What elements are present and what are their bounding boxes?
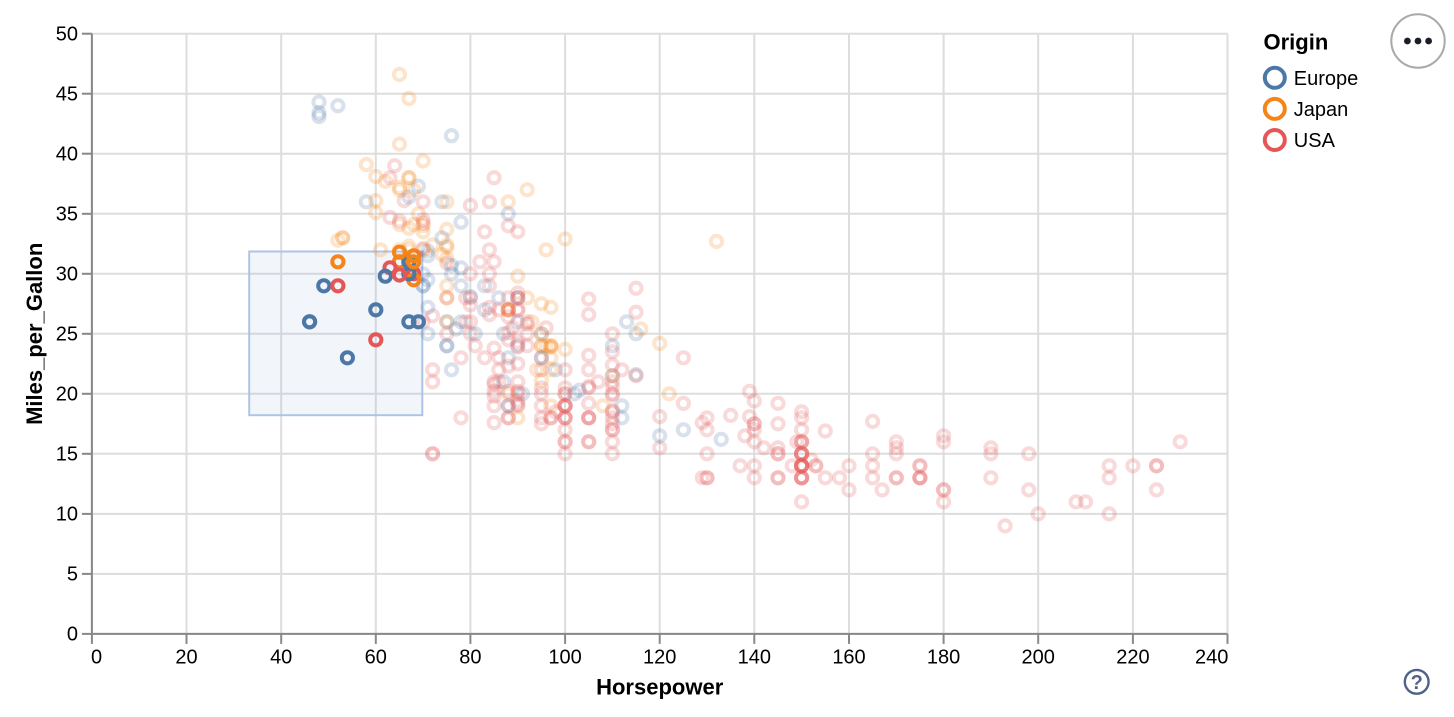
svg-text:160: 160 [832, 647, 865, 669]
svg-text:Origin: Origin [1264, 29, 1329, 54]
svg-text:25: 25 [56, 324, 78, 346]
svg-text:240: 240 [1195, 647, 1228, 669]
svg-text:180: 180 [927, 647, 960, 669]
svg-text:80: 80 [459, 647, 481, 669]
svg-text:5: 5 [67, 564, 78, 586]
svg-text:0: 0 [67, 624, 78, 646]
svg-text:10: 10 [56, 504, 78, 526]
svg-text:220: 220 [1116, 647, 1149, 669]
svg-text:20: 20 [175, 647, 197, 669]
svg-text:45: 45 [56, 84, 78, 106]
svg-text:30: 30 [56, 264, 78, 286]
svg-text:60: 60 [365, 647, 387, 669]
svg-text:USA: USA [1294, 130, 1336, 152]
svg-text:?: ? [1411, 672, 1423, 694]
svg-text:Japan: Japan [1294, 99, 1349, 121]
svg-text:20: 20 [56, 384, 78, 406]
svg-text:15: 15 [56, 444, 78, 466]
svg-text:Horsepower: Horsepower [596, 675, 724, 700]
svg-text:40: 40 [270, 647, 292, 669]
svg-text:0: 0 [91, 647, 102, 669]
svg-text:Europe: Europe [1294, 68, 1359, 90]
svg-text:35: 35 [56, 204, 78, 226]
svg-text:140: 140 [738, 647, 771, 669]
svg-text:Miles_per_Gallon: Miles_per_Gallon [22, 243, 47, 425]
svg-text:120: 120 [643, 647, 676, 669]
svg-text:50: 50 [56, 24, 78, 46]
svg-text:40: 40 [56, 144, 78, 166]
svg-text:100: 100 [548, 647, 581, 669]
svg-text:200: 200 [1022, 647, 1055, 669]
